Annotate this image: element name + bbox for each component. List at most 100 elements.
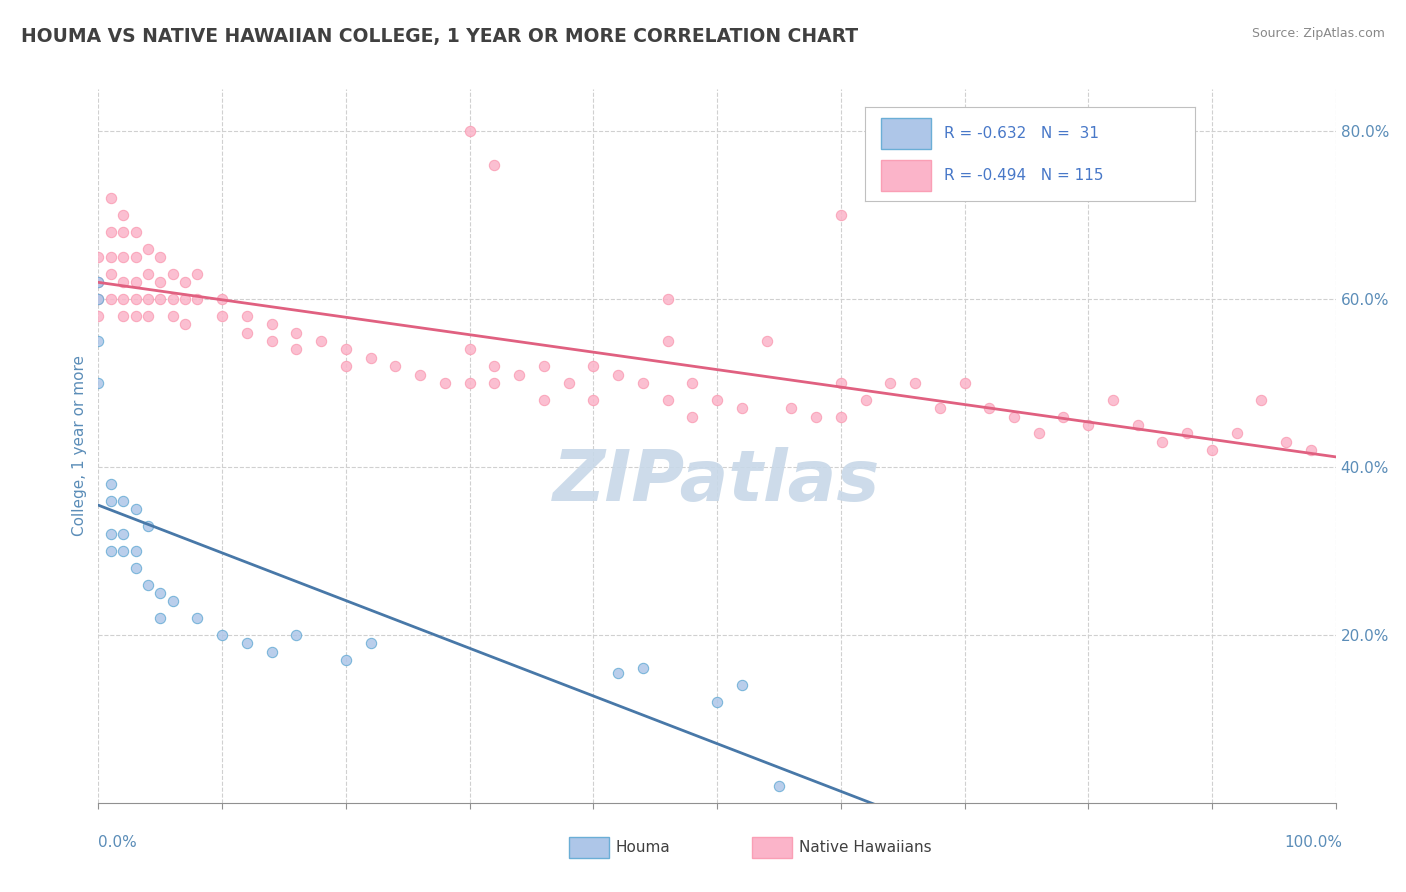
- Point: [681, 376, 703, 390]
- Point: [87, 275, 110, 289]
- Point: [953, 376, 976, 390]
- Point: [904, 376, 927, 390]
- Point: [631, 661, 654, 675]
- Point: [731, 678, 754, 692]
- Point: [260, 645, 283, 659]
- Point: [484, 158, 506, 172]
- Point: [607, 368, 630, 382]
- Point: [1126, 417, 1149, 432]
- Text: 0.0%: 0.0%: [98, 836, 138, 850]
- Point: [87, 309, 110, 323]
- Point: [236, 636, 259, 650]
- Point: [186, 292, 208, 306]
- Point: [136, 518, 159, 533]
- Point: [1201, 443, 1223, 458]
- Point: [162, 309, 184, 323]
- Point: [260, 334, 283, 348]
- Text: ZIPatlas: ZIPatlas: [554, 447, 880, 516]
- Point: [174, 318, 197, 332]
- Point: [87, 376, 110, 390]
- Point: [162, 292, 184, 306]
- Point: [87, 275, 110, 289]
- Point: [124, 250, 146, 264]
- Text: R = -0.494   N = 115: R = -0.494 N = 115: [943, 168, 1104, 183]
- Point: [211, 292, 233, 306]
- Point: [1152, 434, 1174, 449]
- Point: [607, 665, 630, 680]
- Point: [731, 401, 754, 416]
- Point: [149, 611, 172, 625]
- Point: [112, 225, 135, 239]
- Point: [149, 250, 172, 264]
- Point: [1250, 392, 1272, 407]
- Point: [335, 653, 357, 667]
- Point: [484, 359, 506, 374]
- Point: [136, 292, 159, 306]
- Point: [87, 292, 110, 306]
- Point: [162, 594, 184, 608]
- Point: [384, 359, 406, 374]
- Point: [112, 208, 135, 222]
- Point: [100, 225, 122, 239]
- Point: [100, 292, 122, 306]
- Point: [149, 292, 172, 306]
- Text: 100.0%: 100.0%: [1285, 836, 1343, 850]
- Point: [755, 334, 778, 348]
- Point: [433, 376, 456, 390]
- Point: [124, 225, 146, 239]
- Point: [582, 392, 605, 407]
- Point: [124, 544, 146, 558]
- Text: Native Hawaiians: Native Hawaiians: [799, 840, 931, 855]
- Point: [112, 250, 135, 264]
- Point: [780, 401, 803, 416]
- Text: Houma: Houma: [616, 840, 671, 855]
- Point: [100, 476, 122, 491]
- Point: [458, 376, 481, 390]
- Point: [1299, 443, 1322, 458]
- Point: [112, 309, 135, 323]
- Point: [100, 267, 122, 281]
- Point: [100, 527, 122, 541]
- Point: [100, 544, 122, 558]
- Point: [508, 368, 530, 382]
- Point: [1002, 409, 1025, 424]
- Point: [582, 359, 605, 374]
- Point: [136, 267, 159, 281]
- Point: [360, 351, 382, 365]
- Point: [236, 309, 259, 323]
- Point: [260, 318, 283, 332]
- Point: [928, 401, 950, 416]
- Y-axis label: College, 1 year or more: College, 1 year or more: [72, 356, 87, 536]
- Point: [174, 275, 197, 289]
- Point: [804, 409, 827, 424]
- Point: [100, 493, 122, 508]
- Point: [149, 586, 172, 600]
- Point: [285, 326, 308, 340]
- Point: [112, 493, 135, 508]
- Point: [1028, 426, 1050, 441]
- Point: [87, 250, 110, 264]
- Point: [360, 636, 382, 650]
- Point: [335, 343, 357, 357]
- Point: [1175, 426, 1198, 441]
- Point: [1052, 409, 1074, 424]
- Point: [124, 275, 146, 289]
- Point: [174, 292, 197, 306]
- Point: [124, 502, 146, 516]
- Point: [124, 292, 146, 306]
- Point: [309, 334, 332, 348]
- Point: [100, 191, 122, 205]
- Point: [458, 124, 481, 138]
- Point: [285, 343, 308, 357]
- Bar: [882, 119, 931, 149]
- Point: [484, 376, 506, 390]
- Point: [112, 275, 135, 289]
- Point: [124, 309, 146, 323]
- Point: [136, 577, 159, 591]
- Point: [87, 292, 110, 306]
- Point: [211, 628, 233, 642]
- Point: [557, 376, 579, 390]
- Point: [409, 368, 432, 382]
- Point: [285, 628, 308, 642]
- Point: [458, 343, 481, 357]
